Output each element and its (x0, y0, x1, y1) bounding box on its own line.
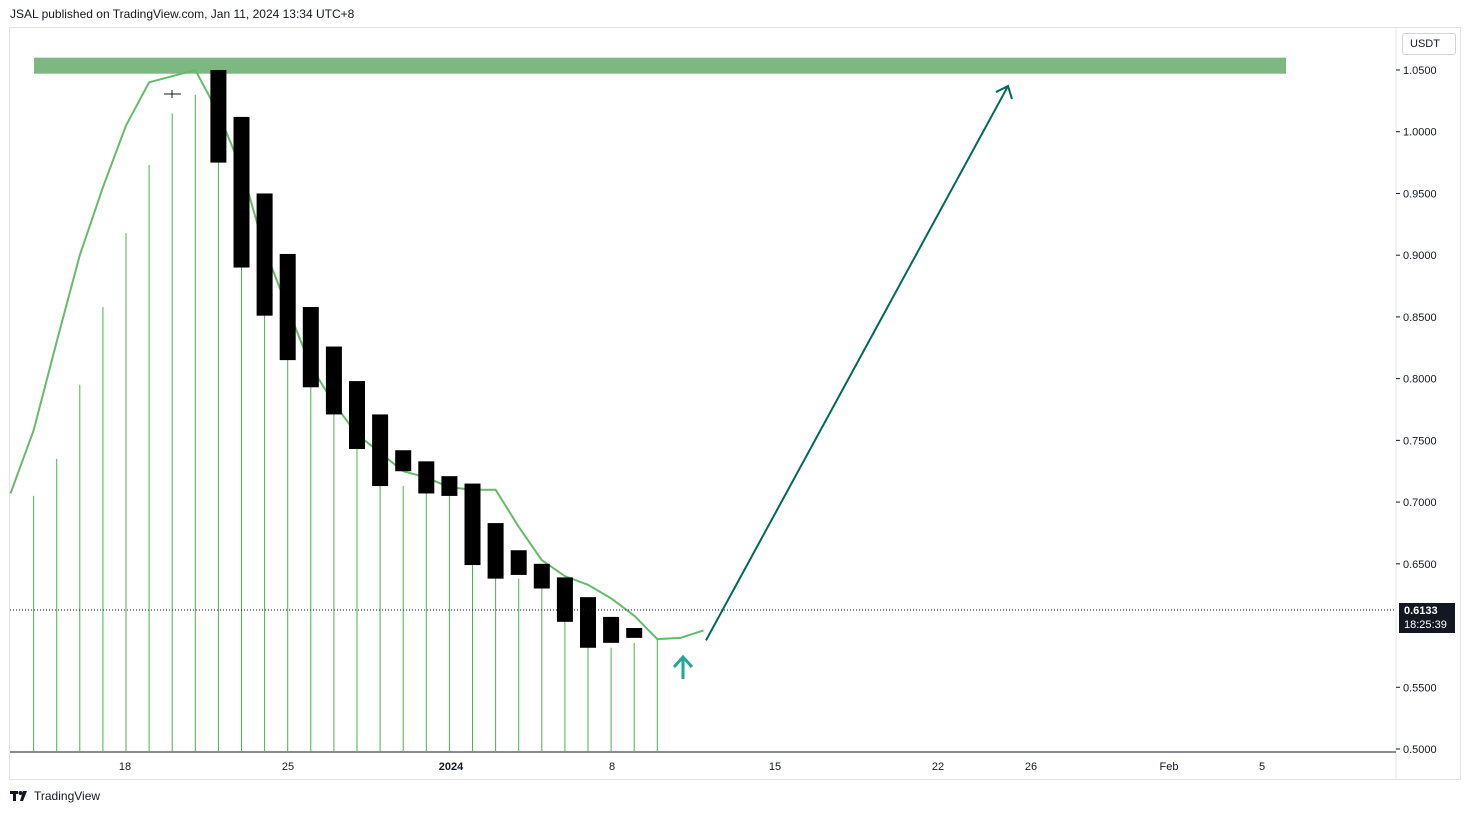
publish-info: JSAL published on TradingView.com, Jan 1… (10, 7, 355, 21)
candle (210, 70, 227, 163)
price-tick-label: 0.7000 (1403, 497, 1437, 509)
price-tick-label: 0.9500 (1403, 188, 1437, 200)
time-tick-label: 25 (282, 761, 294, 773)
price-tick-label: 0.8000 (1403, 374, 1437, 386)
time-tick-label: 15 (769, 761, 781, 773)
candle (395, 450, 412, 472)
candle (279, 253, 296, 361)
price-tick-label: 0.5000 (1403, 744, 1437, 756)
time-tick-label: Feb (1160, 761, 1179, 773)
candle (302, 307, 319, 388)
tradingview-brand[interactable]: TradingView (10, 789, 100, 803)
last-price-value: 0.6133 (1404, 605, 1438, 617)
last-price-tag: 0.6133 18:25:39 (1399, 603, 1455, 633)
price-tick-label: 0.9000 (1403, 250, 1437, 262)
bar-countdown: 18:25:39 (1404, 619, 1447, 631)
price-tick-label: 0.6500 (1403, 559, 1437, 571)
candle (233, 116, 250, 268)
time-tick-label: 5 (1259, 761, 1265, 773)
candle (556, 577, 573, 622)
currency-label[interactable]: USDT (1402, 33, 1456, 55)
candle (349, 381, 365, 450)
volume-lines (33, 70, 658, 752)
resistance-zone-rect (34, 57, 1286, 74)
signal-head (672, 654, 694, 669)
candle (533, 563, 550, 589)
candle (418, 461, 435, 494)
brand-name: TradingView (34, 789, 101, 803)
candle (256, 193, 273, 316)
time-tick-label: 8 (609, 761, 615, 773)
chart-frame (9, 27, 1461, 780)
projection-arrowhead (995, 84, 1013, 100)
price-tick-label: 1.0500 (1403, 65, 1437, 77)
candle (464, 483, 481, 566)
candle (441, 476, 458, 496)
time-tick-label: 22 (932, 761, 944, 773)
price-axis[interactable]: 1.0500 1.0000 0.9500 0.9000 0.8500 0.8000 0.75… (1396, 65, 1437, 756)
price-tick-label: 0.7500 (1403, 435, 1437, 447)
time-tick-label: 26 (1025, 761, 1037, 773)
price-tick-label: 0.8500 (1403, 312, 1437, 324)
tradingview-logo-icon (10, 790, 30, 802)
price-tick-label: 1.0000 (1403, 127, 1437, 139)
candles (210, 70, 643, 648)
projection-line (705, 85, 1009, 641)
candle (325, 346, 342, 415)
candle (580, 597, 596, 648)
candle (372, 414, 389, 487)
time-tick-label: 18 (119, 761, 131, 773)
buy-signal-arrow-icon (672, 654, 694, 679)
time-axis[interactable]: 18 25 2024 8 15 22 26 Feb 5 (119, 761, 1265, 773)
candle (510, 550, 527, 575)
projection-arrow[interactable] (705, 84, 1013, 641)
resistance-zone[interactable] (34, 57, 1286, 74)
candle (487, 523, 504, 579)
candle (603, 616, 620, 643)
price-tick-label: 0.5500 (1403, 682, 1437, 694)
time-tick-label: 2024 (439, 761, 464, 773)
candle (626, 628, 643, 638)
